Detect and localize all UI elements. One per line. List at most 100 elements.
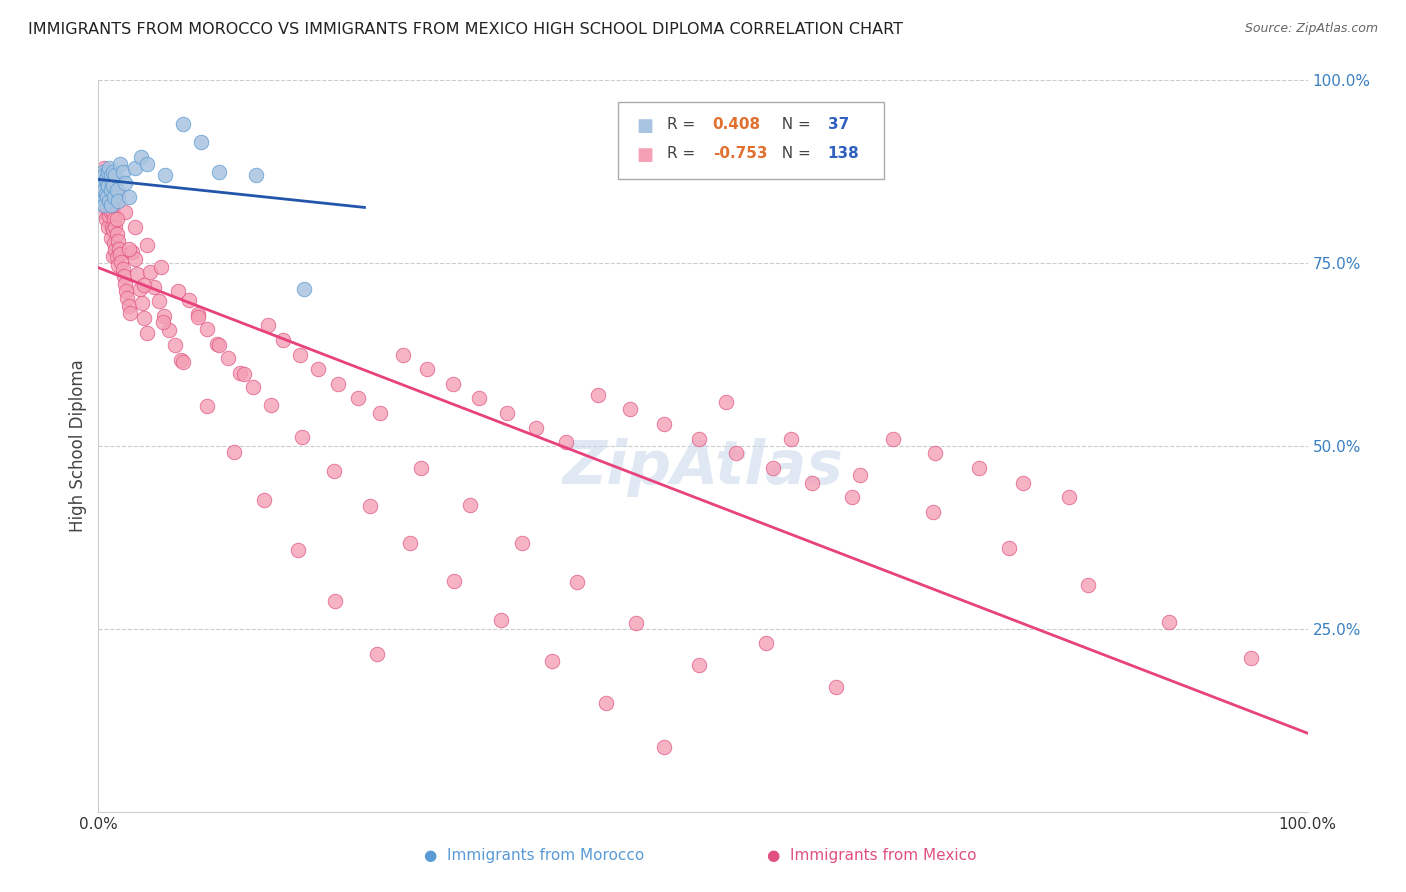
Point: [208, 338, 231, 352]
Point: [98, 209, 121, 223]
Point: [1012, 475, 1035, 490]
Point: [101, 223, 124, 237]
Point: [260, 398, 283, 412]
Point: [652, 740, 675, 755]
Point: [94, 212, 117, 227]
Text: Source: ZipAtlas.com: Source: ZipAtlas.com: [1244, 22, 1378, 36]
Point: [112, 269, 135, 284]
Point: [93, 169, 115, 183]
Point: [290, 430, 312, 444]
Point: [458, 498, 481, 512]
Point: [1059, 490, 1081, 504]
Point: [124, 161, 146, 175]
Point: [1240, 651, 1263, 665]
Point: [135, 157, 157, 171]
Text: ●  Immigrants from Mexico: ● Immigrants from Mexico: [766, 848, 977, 863]
Point: [118, 242, 141, 256]
Point: [94, 186, 117, 201]
Point: [496, 406, 519, 420]
Point: [97, 179, 120, 194]
Point: [134, 310, 156, 325]
Point: [105, 183, 128, 197]
Point: [100, 190, 122, 204]
Point: [921, 505, 943, 519]
Point: [567, 575, 589, 590]
Point: [242, 380, 264, 394]
Point: [190, 136, 212, 150]
Point: [100, 219, 122, 234]
Point: [292, 282, 315, 296]
Point: [101, 205, 124, 219]
Y-axis label: High School Diploma: High School Diploma: [69, 359, 87, 533]
Point: [169, 352, 191, 367]
Point: [111, 164, 134, 178]
Point: [115, 284, 138, 298]
Point: [245, 169, 267, 183]
Point: [411, 461, 433, 475]
Point: [724, 446, 747, 460]
Point: [416, 362, 439, 376]
Point: [540, 654, 562, 668]
Point: [287, 542, 309, 557]
Point: [825, 681, 848, 695]
Point: [780, 432, 803, 446]
Point: [755, 636, 778, 650]
Point: [135, 326, 157, 340]
Point: [104, 243, 127, 257]
Point: [101, 176, 124, 190]
Point: [104, 219, 127, 234]
Point: [96, 202, 118, 216]
Point: [187, 310, 209, 325]
Point: [1157, 615, 1180, 629]
Point: [360, 499, 382, 513]
Text: ZipAtlas: ZipAtlas: [562, 439, 844, 498]
Text: N =: N =: [772, 117, 815, 132]
Text: -0.753: -0.753: [713, 146, 768, 161]
Point: [97, 169, 120, 183]
Point: [172, 355, 194, 369]
Point: [392, 347, 415, 362]
Point: [347, 392, 370, 406]
Text: 0.408: 0.408: [713, 117, 761, 132]
Point: [105, 212, 128, 227]
Point: [101, 179, 124, 194]
Point: [93, 183, 115, 197]
Point: [652, 417, 675, 431]
Point: [195, 322, 218, 336]
Point: [586, 388, 609, 402]
Point: [98, 194, 121, 208]
Point: [148, 294, 170, 309]
Point: [229, 366, 252, 380]
Point: [100, 197, 122, 211]
Point: [103, 190, 125, 204]
Point: [91, 179, 114, 194]
Point: [103, 212, 125, 227]
FancyBboxPatch shape: [619, 103, 884, 179]
Text: 37: 37: [828, 117, 849, 132]
Text: R =: R =: [666, 117, 700, 132]
Point: [117, 291, 139, 305]
Point: [94, 172, 117, 186]
Point: [108, 157, 131, 171]
Point: [91, 176, 114, 190]
Point: [626, 615, 648, 630]
Point: [443, 574, 465, 588]
Point: [555, 435, 578, 450]
Point: [114, 277, 136, 291]
Point: [325, 594, 347, 608]
Point: [118, 190, 141, 204]
Point: [107, 194, 129, 208]
Point: [118, 299, 141, 313]
Point: [96, 190, 118, 204]
Point: [97, 179, 120, 194]
Point: [253, 493, 276, 508]
Point: [107, 234, 129, 248]
Point: [91, 197, 114, 211]
Point: [208, 164, 231, 178]
Text: IMMIGRANTS FROM MOROCCO VS IMMIGRANTS FROM MEXICO HIGH SCHOOL DIPLOMA CORRELATIO: IMMIGRANTS FROM MOROCCO VS IMMIGRANTS FR…: [28, 22, 903, 37]
Point: [91, 194, 114, 208]
Text: ■: ■: [637, 117, 654, 135]
Point: [163, 338, 186, 352]
Point: [127, 267, 149, 281]
Point: [96, 176, 118, 190]
